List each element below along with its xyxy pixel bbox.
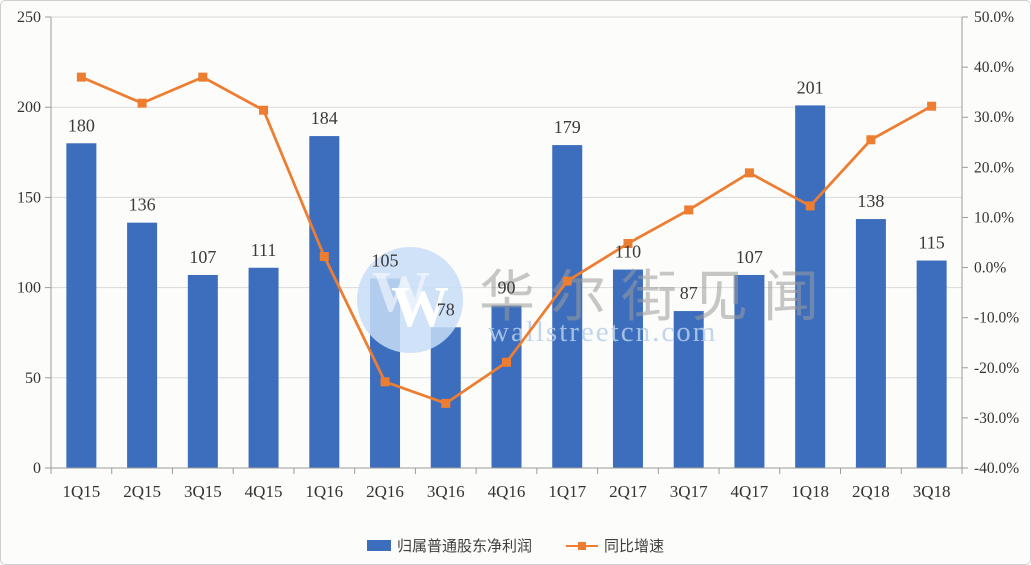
legend-item-yoy-growth: 同比增速	[566, 535, 664, 556]
x-axis-category-label: 2Q17	[609, 482, 647, 501]
watermark-site-domain: wallstreetcn.com	[488, 316, 717, 348]
watermark-logo-letter-shadow: W	[372, 259, 430, 324]
x-axis-category-label: 4Q15	[245, 482, 283, 501]
x-axis-category-label: 4Q16	[488, 482, 526, 501]
right-axis-tick-label: 20.0%	[974, 159, 1014, 176]
line-marker	[137, 98, 147, 108]
x-axis-category-label: 1Q18	[791, 482, 829, 501]
x-axis-category-label: 2Q16	[366, 482, 404, 501]
bar	[491, 305, 522, 468]
left-axis-tick-label: 150	[17, 189, 41, 206]
right-axis-tick-label: 10.0%	[974, 209, 1014, 226]
bar	[66, 143, 97, 468]
line-marker	[319, 252, 329, 262]
x-axis-category-label: 1Q16	[305, 482, 343, 501]
x-axis-category-label: 3Q18	[913, 482, 951, 501]
bar-data-label: 136	[129, 195, 156, 215]
bar-data-label: 87	[680, 283, 698, 303]
bar-data-label: 107	[736, 247, 763, 267]
left-axis-tick-label: 200	[17, 99, 41, 116]
bar	[248, 267, 279, 468]
bar-data-label: 110	[615, 242, 641, 262]
right-axis-tick-label: -40.0%	[974, 460, 1019, 477]
right-axis-tick-label: 50.0%	[974, 9, 1014, 26]
bar-data-label: 184	[311, 108, 338, 128]
right-axis-tick-label: 30.0%	[974, 109, 1014, 126]
bar-data-label: 105	[372, 251, 399, 271]
bar-data-label: 138	[857, 191, 884, 211]
bar	[552, 145, 583, 469]
left-axis-tick-label: 50	[25, 370, 41, 387]
bar	[127, 222, 158, 468]
bar-data-label: 107	[189, 247, 216, 267]
x-axis-category-label: 2Q18	[852, 482, 890, 501]
bar	[309, 136, 340, 468]
line-series-swatch	[566, 540, 598, 551]
bar	[673, 311, 704, 468]
bar	[734, 274, 765, 468]
bar	[187, 274, 218, 468]
x-axis-category-label: 4Q17	[731, 482, 769, 501]
x-axis-category-label: 2Q15	[123, 482, 161, 501]
line-marker	[562, 276, 572, 286]
line-marker	[441, 398, 451, 408]
bar-data-label: 111	[251, 240, 277, 260]
legend-label-net-profit: 归属普通股东净利润	[396, 539, 532, 555]
right-axis-tick-label: 40.0%	[974, 59, 1014, 76]
bar	[855, 219, 886, 468]
bar-data-label: 115	[918, 233, 944, 253]
line-marker	[927, 101, 937, 111]
right-axis-tick-label: 0.0%	[974, 260, 1006, 277]
bar	[612, 269, 643, 468]
right-axis-tick-label: -30.0%	[974, 410, 1019, 427]
watermark-logo-letter: W	[391, 274, 449, 339]
watermark-logo-circle	[357, 247, 463, 353]
bar-data-label: 180	[68, 115, 95, 135]
line-marker	[684, 205, 694, 215]
x-axis-category-label: 1Q15	[62, 482, 100, 501]
right-axis-tick-label: -20.0%	[974, 360, 1019, 377]
bar-data-label: 201	[797, 77, 824, 97]
line-marker	[198, 72, 208, 82]
bar-data-label: 179	[554, 117, 581, 137]
line-marker	[744, 168, 754, 178]
watermark-site-name: 华尔街见闻	[479, 267, 834, 329]
line-marker	[76, 72, 86, 82]
right-axis-tick-label: -10.0%	[974, 310, 1019, 327]
left-axis-tick-label: 250	[17, 9, 41, 26]
line-marker	[380, 377, 390, 387]
bar	[795, 105, 826, 468]
left-axis-tick-label: 100	[17, 280, 41, 297]
x-axis-category-label: 3Q15	[184, 482, 222, 501]
line-marker	[259, 105, 269, 115]
bar-data-label: 78	[437, 299, 455, 319]
bar-series-swatch	[366, 540, 391, 551]
x-axis-category-label: 1Q17	[548, 482, 586, 501]
line-marker	[623, 239, 633, 249]
bar	[916, 260, 947, 468]
legend-label-yoy-growth: 同比增速	[604, 539, 665, 555]
legend: 归属普通股东净利润 同比增速	[1, 535, 1030, 556]
legend-item-net-profit: 归属普通股东净利润	[366, 535, 532, 556]
x-axis-category-label: 3Q17	[670, 482, 708, 501]
left-axis-tick-label: 0	[33, 460, 41, 477]
line-marker	[866, 135, 876, 145]
line-marker	[805, 201, 815, 211]
line-marker	[502, 357, 511, 367]
x-axis-category-label: 3Q16	[427, 482, 465, 501]
bar-data-label: 90	[498, 278, 516, 298]
